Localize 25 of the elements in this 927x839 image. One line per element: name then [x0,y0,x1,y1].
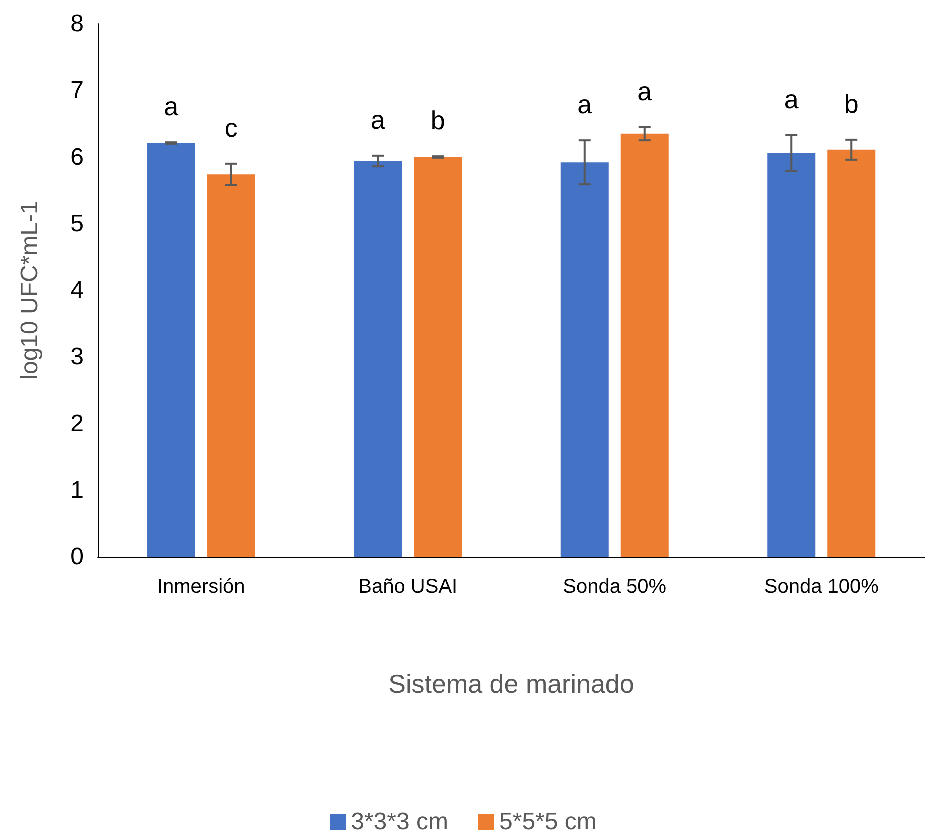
y-tick-label: 5 [70,210,84,238]
y-axis-title: log10 UFC*mL-1 [16,201,44,380]
x-tick-label: Sonda 100% [764,576,880,598]
legend-label: 3*3*3 cm [351,808,449,836]
y-tick-label: 8 [70,10,84,38]
y-tick-label: 6 [70,144,84,171]
annotation: a [638,76,653,106]
y-tick-label: 0 [70,544,84,570]
annotation: b [844,88,859,119]
annotation: a [784,84,800,114]
y-tick-label: 2 [70,410,84,438]
x-tick-label: Sonda 50% [563,576,667,598]
y-tick-label: 1 [70,476,84,504]
y-tick-label: 4 [70,277,84,304]
x-tick-label: Inmersión [157,576,246,598]
annotation: b [430,106,446,136]
x-tick-label: Baño USAI [358,576,458,598]
annotation: a [370,104,386,135]
y-tick-label: 7 [70,77,84,104]
annotation: c [224,112,238,143]
annotation: a [578,90,593,120]
x-axis-title: Sistema de marinado [388,669,634,699]
y-tick-label: 3 [70,344,84,371]
legend-label: 5*5*5 cm [500,808,597,836]
annotation: a [164,92,180,122]
